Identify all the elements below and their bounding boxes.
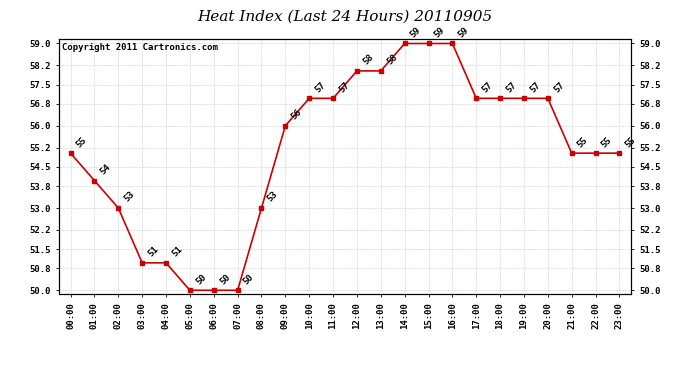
Text: 54: 54: [99, 162, 112, 176]
Text: 50: 50: [241, 272, 256, 286]
Text: 57: 57: [337, 80, 351, 94]
Text: 57: 57: [552, 80, 566, 94]
Text: 58: 58: [361, 53, 375, 67]
Text: 59: 59: [408, 26, 423, 39]
Text: 51: 51: [146, 245, 160, 259]
Text: 59: 59: [433, 26, 446, 39]
Text: 50: 50: [194, 272, 208, 286]
Text: 55: 55: [600, 135, 613, 149]
Text: 53: 53: [266, 190, 279, 204]
Text: 50: 50: [218, 272, 232, 286]
Text: 55: 55: [75, 135, 89, 149]
Text: 51: 51: [170, 245, 184, 259]
Text: 57: 57: [480, 80, 494, 94]
Text: 55: 55: [624, 135, 638, 149]
Text: Heat Index (Last 24 Hours) 20110905: Heat Index (Last 24 Hours) 20110905: [197, 9, 493, 23]
Text: 57: 57: [528, 80, 542, 94]
Text: 57: 57: [313, 80, 327, 94]
Text: Copyright 2011 Cartronics.com: Copyright 2011 Cartronics.com: [61, 43, 217, 52]
Text: 55: 55: [576, 135, 590, 149]
Text: 58: 58: [385, 53, 399, 67]
Text: 56: 56: [290, 108, 304, 122]
Text: 57: 57: [504, 80, 518, 94]
Text: 53: 53: [122, 190, 137, 204]
Text: 59: 59: [457, 26, 471, 39]
